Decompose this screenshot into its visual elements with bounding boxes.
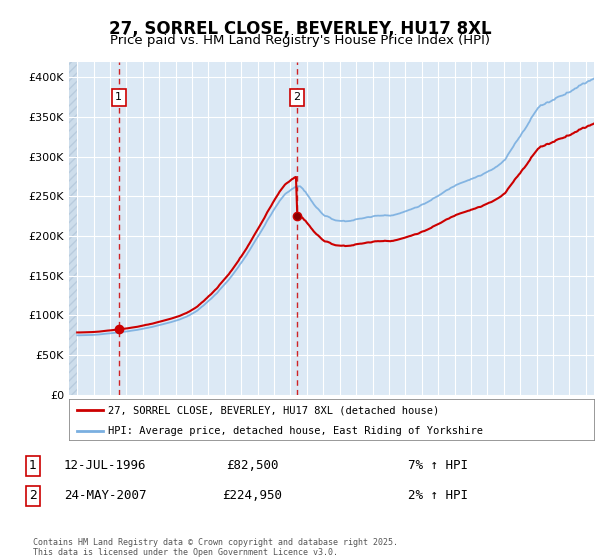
Text: 2: 2 [29,489,37,502]
Text: 1: 1 [115,92,122,102]
Text: HPI: Average price, detached house, East Riding of Yorkshire: HPI: Average price, detached house, East… [109,426,484,436]
Text: £224,950: £224,950 [222,489,282,502]
Text: 27, SORREL CLOSE, BEVERLEY, HU17 8XL (detached house): 27, SORREL CLOSE, BEVERLEY, HU17 8XL (de… [109,405,440,415]
Text: 27, SORREL CLOSE, BEVERLEY, HU17 8XL: 27, SORREL CLOSE, BEVERLEY, HU17 8XL [109,20,491,38]
Text: 12-JUL-1996: 12-JUL-1996 [64,459,146,473]
Text: 7% ↑ HPI: 7% ↑ HPI [408,459,468,473]
Text: 24-MAY-2007: 24-MAY-2007 [64,489,146,502]
Text: 2% ↑ HPI: 2% ↑ HPI [408,489,468,502]
Text: £82,500: £82,500 [226,459,278,473]
Bar [69,62,77,395]
Text: Price paid vs. HM Land Registry's House Price Index (HPI): Price paid vs. HM Land Registry's House … [110,34,490,46]
Text: 1: 1 [29,459,37,473]
Text: Contains HM Land Registry data © Crown copyright and database right 2025.
This d: Contains HM Land Registry data © Crown c… [33,538,398,557]
Text: 2: 2 [293,92,300,102]
